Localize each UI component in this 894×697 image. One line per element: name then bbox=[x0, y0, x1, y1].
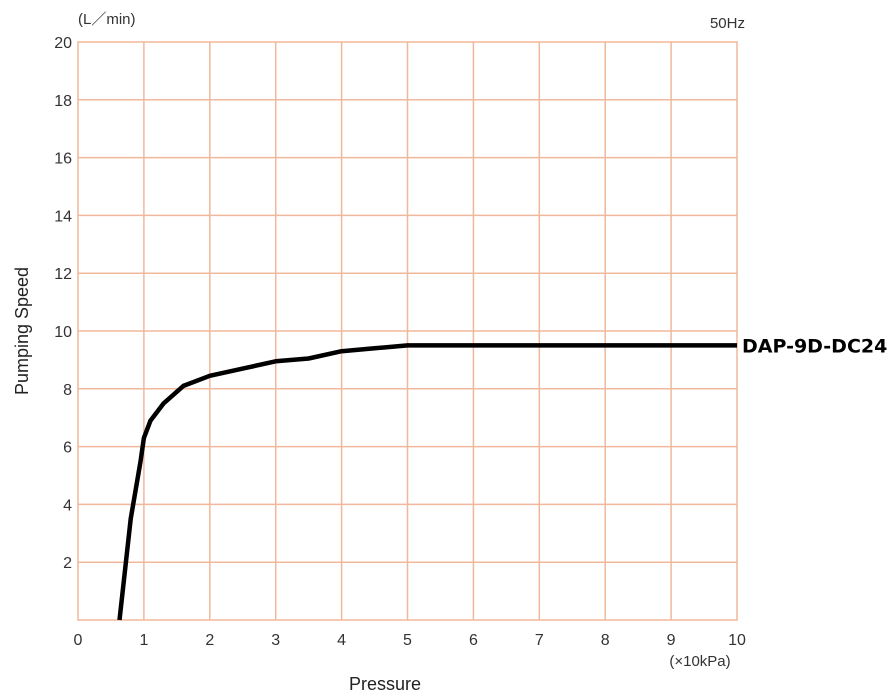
x-tick-label: 0 bbox=[74, 632, 83, 649]
x-axis-label: Pressure bbox=[349, 674, 421, 694]
x-tick-label: 10 bbox=[728, 632, 746, 649]
x-tick-label: 5 bbox=[403, 632, 412, 649]
x-tick-label: 4 bbox=[337, 632, 346, 649]
x-tick-label: 2 bbox=[205, 632, 214, 649]
x-tick-label: 6 bbox=[469, 632, 478, 649]
y-tick-label: 6 bbox=[63, 440, 72, 457]
series-line-DAP-9D-DC24 bbox=[117, 343, 737, 621]
y-tick-label: 20 bbox=[54, 35, 72, 52]
y-tick-label: 14 bbox=[54, 208, 72, 225]
x-tick-label: 3 bbox=[271, 632, 280, 649]
series-layer: DAP-9D-DC24 bbox=[117, 335, 887, 621]
frequency-note: 50Hz bbox=[710, 15, 745, 32]
y-tick-label: 16 bbox=[54, 151, 72, 168]
y-unit-label: (L／min) bbox=[78, 11, 136, 28]
x-tick-label: 1 bbox=[139, 632, 148, 649]
y-tick-label: 10 bbox=[54, 324, 72, 341]
x-unit-label: (×10kPa) bbox=[669, 653, 730, 670]
y-tick-label: 4 bbox=[63, 497, 72, 514]
x-tick-label: 8 bbox=[601, 632, 610, 649]
series-label: DAP-9D-DC24 bbox=[742, 335, 887, 357]
y-axis-label: Pumping Speed bbox=[12, 267, 32, 395]
plot-border bbox=[77, 41, 738, 621]
y-tick-labels: 2 4 6 8 10 12 14 16 18 20 bbox=[54, 35, 72, 572]
x-tick-label: 7 bbox=[535, 632, 544, 649]
y-tick-label: 8 bbox=[63, 382, 72, 399]
x-tick-labels: 0 1 2 3 4 5 6 7 8 9 10 bbox=[74, 632, 746, 649]
y-tick-label: 18 bbox=[54, 93, 72, 110]
x-tick-label: 9 bbox=[667, 632, 676, 649]
y-tick-label: 2 bbox=[63, 555, 72, 572]
grid bbox=[78, 42, 737, 620]
y-tick-label: 12 bbox=[54, 266, 72, 283]
